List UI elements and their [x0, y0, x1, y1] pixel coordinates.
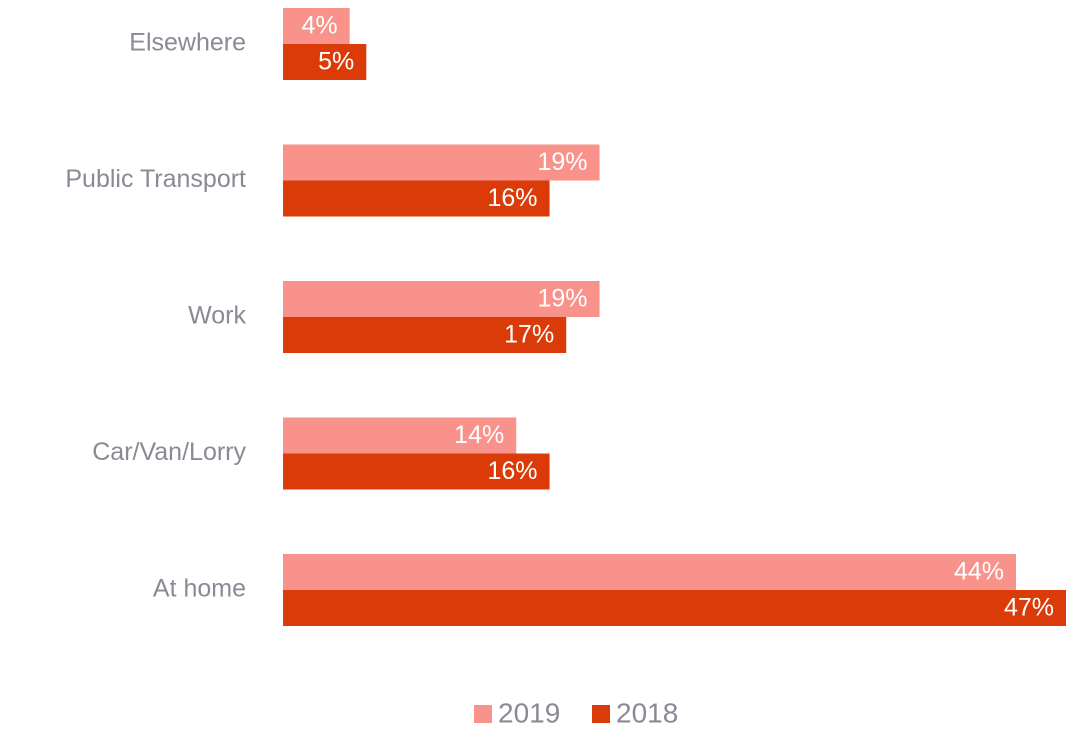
value-label: 16%	[488, 457, 538, 485]
value-label: 44%	[954, 558, 1004, 586]
bar	[283, 417, 517, 454]
bar	[283, 180, 550, 217]
value-label: 17%	[504, 321, 554, 349]
category-label: Car/Van/Lorry	[92, 438, 246, 466]
value-label: 47%	[1004, 594, 1054, 622]
bar	[283, 281, 600, 317]
category-label: Work	[188, 302, 246, 330]
bar	[283, 554, 1017, 590]
bar	[283, 317, 567, 353]
category-label: At home	[153, 575, 246, 603]
value-label: 4%	[301, 12, 337, 40]
bar	[283, 590, 1066, 626]
bar	[283, 144, 600, 181]
value-label: 16%	[488, 184, 538, 212]
bar	[283, 8, 350, 44]
value-label: 19%	[537, 148, 587, 176]
legend-swatch	[592, 705, 610, 723]
value-label: 19%	[537, 285, 587, 313]
value-label: 14%	[454, 421, 504, 449]
bar	[283, 44, 367, 80]
bar	[283, 453, 550, 490]
value-label: 5%	[318, 48, 354, 76]
legend-swatch	[474, 705, 492, 723]
legend-label: 2018	[616, 697, 678, 728]
legend-label: 2019	[498, 697, 560, 728]
category-label: Public Transport	[65, 165, 246, 193]
category-label: Elsewhere	[129, 29, 246, 57]
